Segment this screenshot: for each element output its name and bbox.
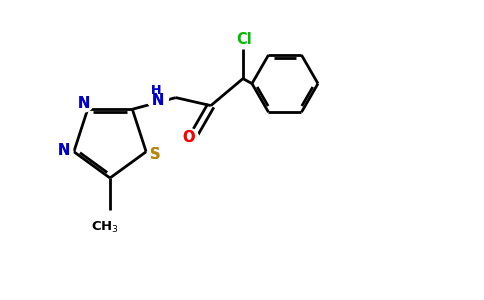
- Text: N: N: [58, 143, 70, 158]
- Text: O: O: [182, 130, 195, 145]
- Text: H: H: [151, 84, 161, 97]
- Text: S: S: [150, 147, 160, 162]
- Text: O: O: [182, 130, 195, 145]
- Text: N: N: [152, 93, 164, 108]
- Text: N: N: [77, 96, 90, 111]
- Text: N: N: [58, 143, 70, 158]
- Text: H: H: [151, 84, 161, 97]
- Text: Cl: Cl: [236, 32, 252, 47]
- Text: S: S: [150, 147, 160, 162]
- Text: N: N: [152, 93, 164, 108]
- Text: N: N: [77, 96, 90, 111]
- Text: CH$_3$: CH$_3$: [91, 220, 119, 235]
